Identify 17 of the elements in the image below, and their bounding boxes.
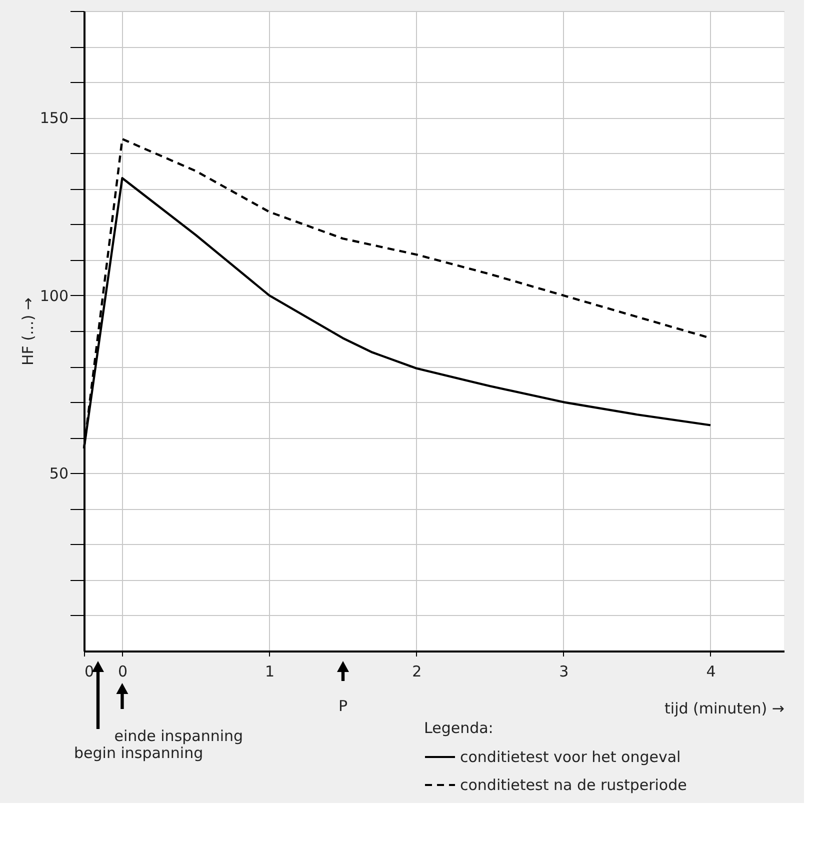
y-tick-label: 100 bbox=[40, 286, 68, 305]
x-tick-label: 3 bbox=[559, 662, 569, 680]
legend-label: conditietest na de rustperiode bbox=[460, 776, 687, 794]
legend-title: Legenda: bbox=[424, 719, 494, 737]
y-tick-label: 50 bbox=[49, 464, 68, 483]
y-axis-title: HF (...) → bbox=[18, 297, 37, 366]
x-tick-label: 1 bbox=[265, 662, 275, 680]
x-tick-label: 2 bbox=[412, 662, 422, 680]
legend-label: conditietest voor het ongeval bbox=[460, 748, 681, 766]
text: einde inspanning bbox=[114, 727, 244, 745]
text: begin inspanning bbox=[74, 744, 204, 762]
y-tick-label: 150 bbox=[40, 109, 68, 128]
x-tick-label: 4 bbox=[706, 662, 716, 680]
x-tick-label: 0 bbox=[84, 662, 94, 680]
x-tick-label: 0 bbox=[118, 662, 128, 680]
x-axis-title: tijd (minuten) → bbox=[664, 700, 784, 718]
text: P bbox=[338, 697, 348, 715]
